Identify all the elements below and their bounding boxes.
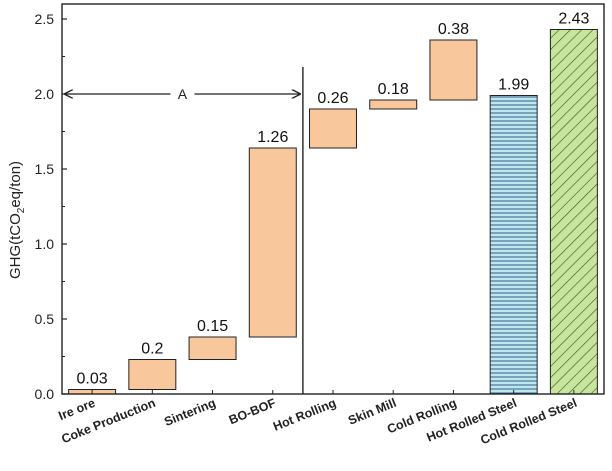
y-axis-title: GHG(tCO2eq/ton) [7,161,27,279]
y-tick-label: 2.0 [35,86,55,102]
bar-increment [309,108,357,149]
y-tick-label: 1.5 [35,161,55,177]
data-label: 1.26 [257,129,288,146]
data-label: 0.03 [77,371,108,388]
data-label: 0.26 [317,90,348,107]
y-tick-label: 0.0 [35,386,55,402]
data-label: 0.18 [378,81,409,98]
bar-increment [429,39,478,101]
y-tick-label: 0.5 [35,311,55,327]
y-axis-title-main: GHG(tCO [7,213,24,279]
plot-frame [61,3,605,395]
x-tick-label: BO-BOF [227,396,278,428]
bar-total [489,95,538,395]
y-tick-label: 2.5 [35,11,55,27]
y-axis: 0.0 0.5 1.0 1.5 2.0 2.5 [35,11,67,402]
annotation-layer: A [65,67,304,394]
data-labels-layer: 0.03 0.2 0.15 1.26 0.26 0.18 0.38 1.99 2.43 [77,11,590,388]
bar-increment [188,336,237,360]
y-axis-title-units: eq/ton) [7,161,24,208]
data-label: 0.38 [438,21,469,38]
bar-increment [369,99,418,110]
bar-increment [128,359,177,390]
x-tick-label: Sintering [162,396,217,429]
x-tick-label: Ire ore [57,396,98,423]
svg-text:GHG(tCO2eq/ton): GHG(tCO2eq/ton) [7,161,27,279]
y-axis-title-subscript: 2 [16,207,27,213]
bar-increment [248,147,297,338]
data-label: 0.2 [141,341,163,358]
data-label: 2.43 [558,11,589,28]
y-tick-label: 1.0 [35,236,55,252]
bar-total [549,29,598,395]
data-label: 1.99 [498,77,529,94]
annotation-label: A [178,86,188,102]
x-tick-label: Hot Rolling [271,396,338,434]
data-label: 0.15 [197,318,228,335]
